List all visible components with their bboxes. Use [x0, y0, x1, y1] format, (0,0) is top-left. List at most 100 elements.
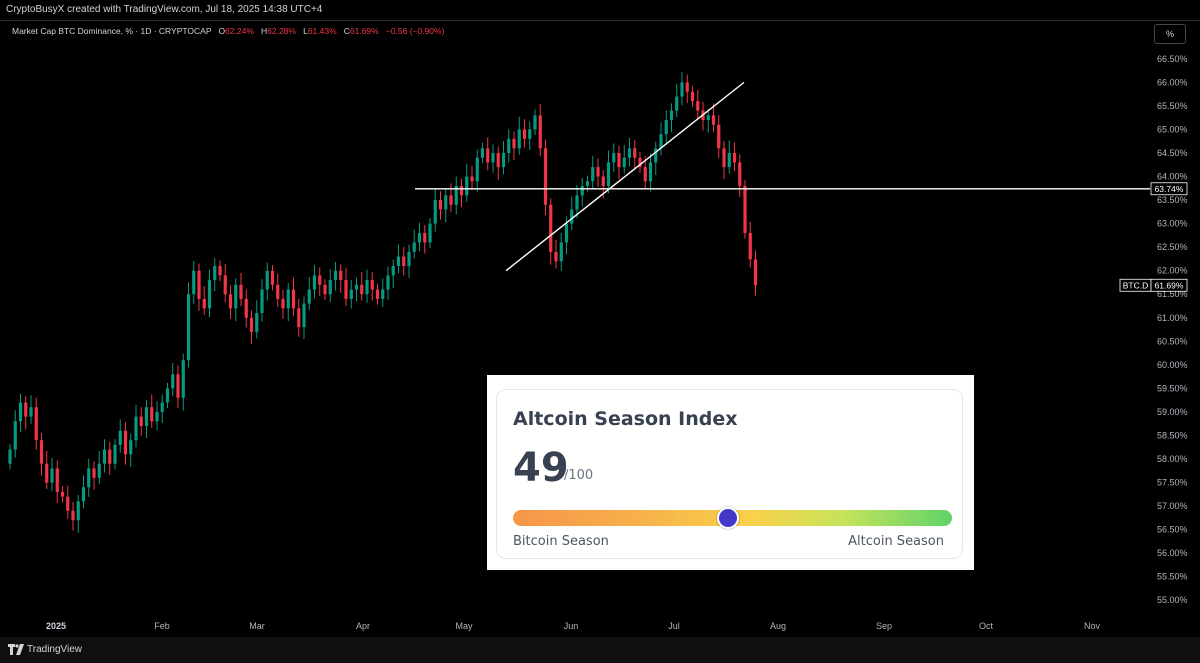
candle-body — [24, 402, 28, 417]
candle-body — [134, 416, 138, 441]
candle-body — [144, 407, 149, 427]
candle-body — [8, 449, 12, 464]
candle-body — [591, 167, 595, 182]
candle-body — [176, 374, 180, 398]
candle-body — [302, 303, 306, 328]
candle-body — [722, 148, 726, 168]
x-tick-label: Apr — [356, 621, 370, 631]
candle-body — [685, 82, 689, 92]
y-tick-label: 61.00% — [1157, 313, 1188, 323]
candle-body — [738, 162, 742, 186]
candle-body — [297, 308, 301, 328]
low-label: L — [303, 26, 308, 36]
y-tick-label: 56.50% — [1157, 525, 1188, 535]
candle-body — [564, 223, 569, 243]
candle-body — [507, 138, 511, 153]
candle-body — [255, 313, 259, 332]
candle-body — [491, 152, 495, 163]
candle-body — [601, 176, 605, 186]
candle-body — [118, 430, 122, 445]
high-label: H — [261, 26, 268, 36]
candle-body — [638, 157, 642, 168]
candle-body — [197, 270, 201, 299]
candle-body — [249, 317, 254, 332]
high-value: 62.28% — [267, 26, 296, 36]
candle-body — [318, 275, 322, 285]
close-value: 61.69% — [349, 26, 379, 36]
candle-body — [18, 402, 23, 422]
candle-body — [538, 115, 542, 149]
bitcoin-season-label: Bitcoin Season — [513, 534, 609, 549]
trendline — [505, 81, 745, 272]
candle-body — [244, 298, 248, 318]
open-label: O — [218, 26, 226, 36]
y-tick-label: 65.00% — [1157, 124, 1188, 134]
gauge-knob — [717, 507, 740, 529]
y-tick-label: 63.50% — [1157, 195, 1188, 205]
symbol-tag: BTC.D — [1123, 280, 1149, 290]
candle-body — [87, 468, 91, 488]
candle-body — [711, 115, 716, 125]
y-tick-label: 59.50% — [1157, 383, 1188, 393]
candle-body — [312, 275, 317, 290]
candle-body — [433, 200, 437, 224]
y-tick-label: 61.50% — [1157, 289, 1188, 299]
candle-body — [522, 129, 527, 139]
candle-body — [706, 115, 710, 121]
x-tick-label: Mar — [249, 621, 265, 631]
candle-body — [402, 256, 406, 266]
y-tick-label: 57.00% — [1157, 501, 1188, 511]
candle-body — [45, 463, 49, 483]
candle-body — [291, 289, 296, 309]
candle-body — [55, 468, 59, 492]
candle-body — [360, 284, 364, 295]
percent-scale-button[interactable]: % — [1154, 24, 1186, 44]
y-tick-label: 55.00% — [1157, 595, 1188, 605]
y-tick-label: 56.00% — [1157, 548, 1188, 558]
candle-body — [454, 185, 458, 205]
altcoin-index-max: /100 — [564, 468, 594, 483]
candle-body — [381, 289, 385, 299]
candle-body — [727, 152, 731, 168]
candle-body — [543, 148, 548, 205]
y-tick-label: 62.00% — [1157, 266, 1188, 276]
candle-body — [622, 157, 626, 168]
candle-body — [171, 374, 175, 389]
candle-body — [223, 275, 227, 295]
last-price-label: 61.69% — [1155, 280, 1184, 290]
change-value: −0.56 (−0.90%) — [385, 26, 445, 36]
candle-body — [606, 162, 611, 186]
candle-body — [570, 209, 574, 224]
candle-body — [129, 440, 133, 455]
y-tick-label: 59.00% — [1157, 407, 1188, 417]
candle-body — [307, 289, 311, 304]
candle-body — [549, 204, 553, 252]
candle-body — [260, 289, 264, 314]
candle-body — [339, 270, 343, 281]
tradingview-logo-icon — [8, 644, 24, 655]
candle-body — [528, 129, 532, 139]
y-tick-label: 66.00% — [1157, 77, 1188, 87]
candle-body — [391, 265, 395, 276]
candle-body — [664, 120, 668, 135]
candle-body — [270, 270, 275, 285]
altcoin-gauge-bar — [513, 507, 952, 529]
low-value: 61.43% — [307, 26, 337, 36]
candle-body — [108, 449, 112, 464]
y-tick-label: 55.50% — [1157, 572, 1188, 582]
candle-body — [76, 501, 80, 521]
candle-body — [333, 270, 338, 281]
candle-body — [659, 134, 663, 149]
candle-body — [328, 280, 332, 295]
candle-body — [323, 284, 327, 295]
candle-body — [150, 407, 154, 422]
candle-body — [748, 233, 752, 260]
candle-body — [669, 110, 674, 121]
candle-body — [753, 259, 758, 286]
candle-body — [680, 82, 684, 97]
candle-body — [465, 176, 469, 196]
candle-body — [239, 284, 243, 299]
candle-body — [554, 251, 558, 262]
candle-body — [412, 242, 416, 252]
